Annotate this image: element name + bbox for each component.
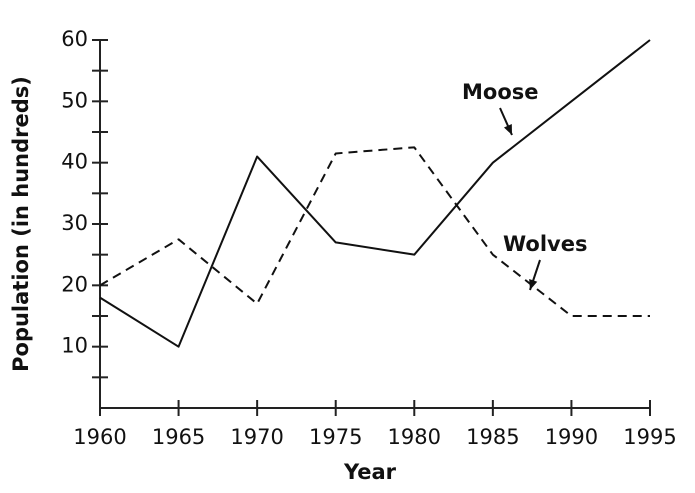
series-line xyxy=(99,39,651,348)
y-axis-label: Population (in hundreds) xyxy=(9,76,33,372)
y-tick-label: 50 xyxy=(61,88,88,112)
series-line xyxy=(99,146,650,317)
x-tick-label: 1995 xyxy=(623,425,676,449)
x-tick-label: 1975 xyxy=(309,425,362,449)
x-tick-label: 1990 xyxy=(545,425,598,449)
x-tick-label: 1970 xyxy=(230,425,283,449)
x-axis-label: Year xyxy=(343,460,397,484)
arrow-head xyxy=(529,279,538,290)
x-tick-label: 1960 xyxy=(73,425,126,449)
x-tick-label: 1985 xyxy=(466,425,519,449)
y-tick-label: 60 xyxy=(61,27,88,51)
y-tick-label: 30 xyxy=(61,211,88,235)
series-label: Wolves xyxy=(503,232,587,256)
arrow-head xyxy=(503,124,512,135)
series-label: Moose xyxy=(462,80,539,104)
y-tick-label: 10 xyxy=(61,334,88,358)
x-tick-label: 1965 xyxy=(152,425,205,449)
y-tick-label: 40 xyxy=(61,150,88,174)
x-tick-label: 1980 xyxy=(388,425,441,449)
y-tick-label: 20 xyxy=(61,272,88,296)
